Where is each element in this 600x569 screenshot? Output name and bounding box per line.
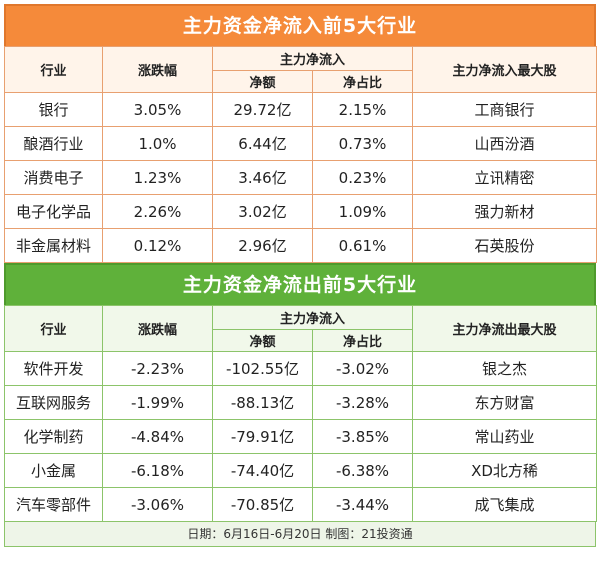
cell-amount: -102.55亿: [212, 351, 313, 386]
cell-ratio: -3.28%: [311, 385, 414, 420]
cell-ratio: -3.44%: [311, 487, 414, 522]
cell-industry: 银行: [4, 92, 103, 127]
cell-ratio: -3.85%: [311, 419, 414, 454]
cell-stock: 石英股份: [412, 228, 598, 263]
cell-industry: 汽车零部件: [4, 487, 103, 522]
cell-change: -3.06%: [102, 487, 213, 522]
cell-stock: 立讯精密: [412, 160, 598, 195]
cell-amount: -74.40亿: [212, 453, 313, 488]
inflow-table: 行业 涨跌幅 主力净流入 主力净流入最大股 净额 净占比 银行 3.05% 29…: [4, 46, 598, 263]
header-net-amount: 净额: [212, 329, 313, 352]
cell-stock: 成飞集成: [412, 487, 598, 522]
cell-amount: 3.46亿: [212, 160, 313, 195]
cell-industry: 电子化学品: [4, 194, 103, 229]
header-net-ratio: 净占比: [311, 329, 414, 352]
cell-change: 2.26%: [102, 194, 213, 229]
cell-ratio: 0.61%: [311, 228, 414, 263]
cell-industry: 互联网服务: [4, 385, 103, 420]
cell-change: 1.0%: [102, 126, 213, 161]
cell-industry: 小金属: [4, 453, 103, 488]
cell-amount: -88.13亿: [212, 385, 313, 420]
header-top-stock: 主力净流出最大股: [412, 305, 598, 352]
cell-industry: 酿酒行业: [4, 126, 103, 161]
cell-change: -1.99%: [102, 385, 213, 420]
cell-amount: -79.91亿: [212, 419, 313, 454]
header-net-amount: 净额: [212, 70, 313, 93]
table-row: 小金属 -6.18% -74.40亿 -6.38% XD北方稀: [4, 453, 598, 488]
cell-change: 0.12%: [102, 228, 213, 263]
cell-amount: 3.02亿: [212, 194, 313, 229]
cell-amount: 6.44亿: [212, 126, 313, 161]
cell-amount: 2.96亿: [212, 228, 313, 263]
header-change: 涨跌幅: [102, 305, 213, 352]
table-row: 汽车零部件 -3.06% -70.85亿 -3.44% 成飞集成: [4, 487, 598, 522]
header-industry: 行业: [4, 46, 103, 93]
cell-ratio: -3.02%: [311, 351, 414, 386]
cell-industry: 消费电子: [4, 160, 103, 195]
table-row: 消费电子 1.23% 3.46亿 0.23% 立讯精密: [4, 160, 598, 195]
cell-change: 3.05%: [102, 92, 213, 127]
outflow-title: 主力资金净流出前5大行业: [4, 263, 596, 305]
cell-industry: 化学制药: [4, 419, 103, 454]
inflow-title: 主力资金净流入前5大行业: [4, 4, 596, 46]
outflow-table: 行业 涨跌幅 主力净流入 主力净流出最大股 净额 净占比 软件开发 -2.23%…: [4, 305, 598, 522]
header-change: 涨跌幅: [102, 46, 213, 93]
cell-ratio: 2.15%: [311, 92, 414, 127]
table-row: 酿酒行业 1.0% 6.44亿 0.73% 山西汾酒: [4, 126, 598, 161]
cell-stock: 工商银行: [412, 92, 598, 127]
header-net-inflow: 主力净流入: [211, 305, 414, 330]
cell-change: 1.23%: [102, 160, 213, 195]
header-net-inflow: 主力净流入: [211, 46, 414, 71]
table-row: 非金属材料 0.12% 2.96亿 0.61% 石英股份: [4, 228, 598, 263]
header-top-stock: 主力净流入最大股: [412, 46, 598, 93]
footer-credit: 日期：6月16日-6月20日 制图：21投资通: [4, 522, 596, 547]
cell-ratio: 0.73%: [311, 126, 414, 161]
cell-ratio: -6.38%: [311, 453, 414, 488]
cell-change: -2.23%: [102, 351, 213, 386]
table-row: 化学制药 -4.84% -79.91亿 -3.85% 常山药业: [4, 419, 598, 454]
cell-ratio: 0.23%: [311, 160, 414, 195]
cell-stock: 东方财富: [412, 385, 598, 420]
cell-stock: 银之杰: [412, 351, 598, 386]
table-row: 银行 3.05% 29.72亿 2.15% 工商银行: [4, 92, 598, 127]
cell-industry: 非金属材料: [4, 228, 103, 263]
table-row: 电子化学品 2.26% 3.02亿 1.09% 强力新材: [4, 194, 598, 229]
header-net-ratio: 净占比: [311, 70, 414, 93]
cell-stock: 强力新材: [412, 194, 598, 229]
cell-ratio: 1.09%: [311, 194, 414, 229]
cell-change: -4.84%: [102, 419, 213, 454]
cell-stock: 常山药业: [412, 419, 598, 454]
cell-change: -6.18%: [102, 453, 213, 488]
cell-amount: 29.72亿: [212, 92, 313, 127]
fund-flow-report: 主力资金净流入前5大行业 行业 涨跌幅 主力净流入 主力净流入最大股 净额 净占…: [4, 4, 598, 565]
cell-stock: XD北方稀: [412, 453, 598, 488]
table-row: 软件开发 -2.23% -102.55亿 -3.02% 银之杰: [4, 351, 598, 386]
header-industry: 行业: [4, 305, 103, 352]
cell-amount: -70.85亿: [212, 487, 313, 522]
cell-stock: 山西汾酒: [412, 126, 598, 161]
cell-industry: 软件开发: [4, 351, 103, 386]
table-row: 互联网服务 -1.99% -88.13亿 -3.28% 东方财富: [4, 385, 598, 420]
